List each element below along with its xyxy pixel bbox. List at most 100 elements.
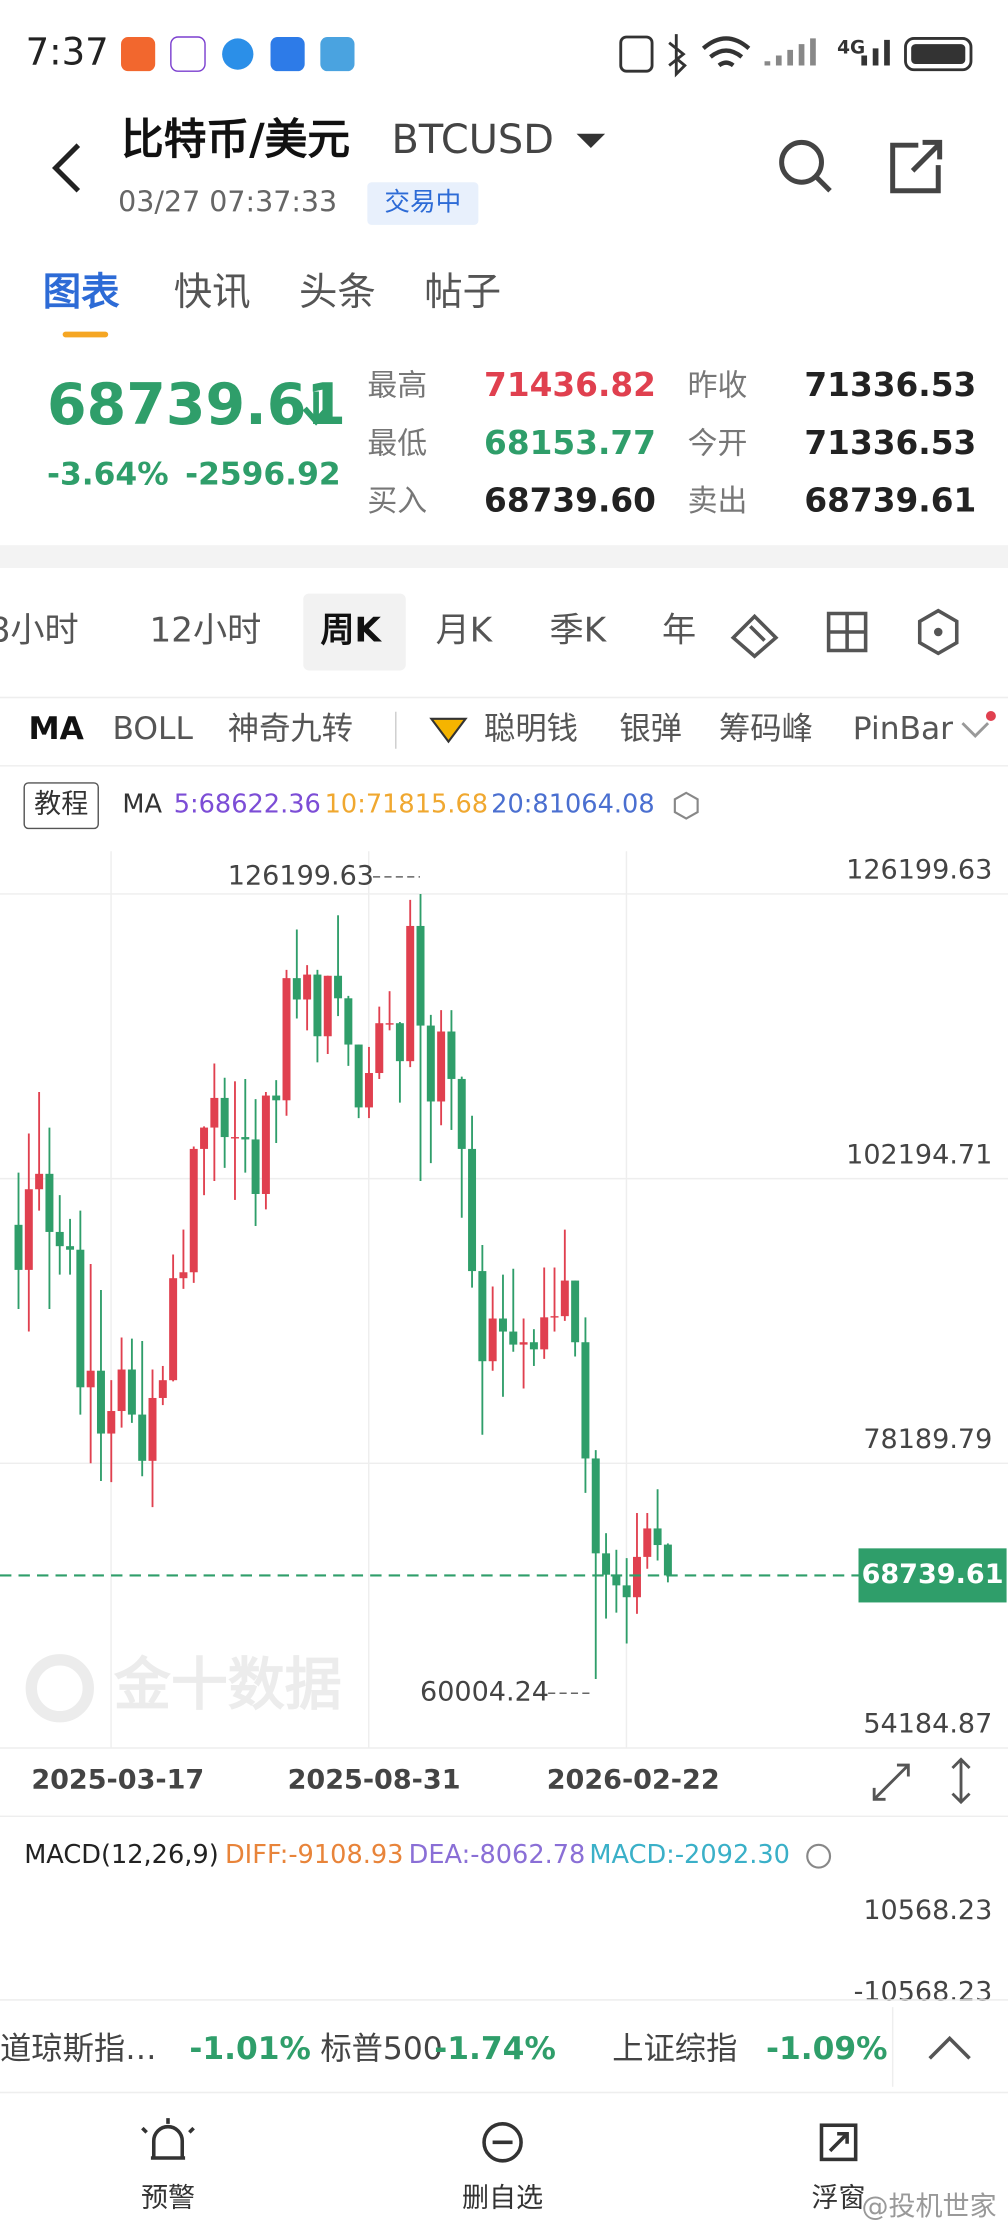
- y-tick-label: 54184.87: [863, 1709, 992, 1740]
- watermark-logo: [25, 1654, 94, 1723]
- search-icon: [814, 174, 832, 193]
- y-tick-label: 78189.79: [863, 1424, 992, 1455]
- tutorial-text: 教程: [34, 789, 88, 820]
- nav-label[interactable]: 删自选: [462, 2183, 543, 2214]
- macd-diff: DIFF:-9108.93: [225, 1840, 404, 1870]
- settings-button[interactable]: [917, 608, 959, 656]
- candle-body: [519, 1342, 528, 1345]
- status-badge: [367, 182, 479, 225]
- separator: [0, 545, 1008, 568]
- indicator[interactable]: 神奇九转: [228, 711, 353, 747]
- candle-body: [581, 1342, 590, 1459]
- stat-label: 买入: [367, 484, 427, 519]
- datetime: 03/27 07:37:33: [118, 186, 337, 219]
- ticker-name[interactable]: 上证综指: [612, 2031, 737, 2067]
- candle-body: [602, 1553, 611, 1575]
- share-button[interactable]: [890, 139, 943, 194]
- last-price-label: 68739.61: [862, 1559, 1004, 1590]
- down-arrow: [302, 391, 330, 426]
- macd-settings[interactable]: [806, 1843, 832, 1869]
- candle-body: [86, 1370, 95, 1388]
- period[interactable]: 周K: [320, 611, 382, 651]
- indicator[interactable]: MA: [28, 711, 84, 747]
- candle-body: [663, 1544, 672, 1576]
- symbol-dropdown[interactable]: [576, 133, 606, 149]
- ticker-name[interactable]: 标普500: [320, 2031, 442, 2067]
- candle-body: [591, 1458, 600, 1554]
- candle-body: [35, 1173, 44, 1190]
- layout-button[interactable]: [826, 611, 868, 653]
- candle-body: [498, 1318, 507, 1332]
- candle-body: [251, 1139, 260, 1194]
- float-icon: [819, 2123, 858, 2162]
- period[interactable]: 季K: [550, 611, 608, 651]
- stat-value: 71336.53: [804, 366, 976, 404]
- chart-scale[interactable]: [951, 1757, 971, 1805]
- tab-active[interactable]: 图表: [43, 270, 120, 315]
- period[interactable]: 月K: [436, 611, 494, 651]
- candle-body: [323, 975, 332, 1037]
- candle-body: [550, 1316, 559, 1318]
- stat-label: 最高: [367, 369, 427, 404]
- x-tick-label: 2025-08-31: [288, 1764, 461, 1795]
- candle-body: [653, 1528, 662, 1546]
- x-tick-label: 2025-03-17: [31, 1764, 204, 1795]
- ticker-name[interactable]: 道琼斯指…: [0, 2031, 157, 2067]
- candle-body: [437, 1031, 446, 1102]
- stat-value: 68739.60: [484, 481, 656, 519]
- candle-body: [210, 1097, 219, 1128]
- tab[interactable]: 帖子: [424, 270, 501, 315]
- ticker-change[interactable]: -1.09%: [766, 2031, 888, 2067]
- candle-body: [509, 1331, 518, 1345]
- indicator[interactable]: PinBar: [853, 711, 953, 747]
- macd-y-tick: 10568.23: [863, 1895, 992, 1926]
- tab[interactable]: 头条: [299, 270, 376, 315]
- nav-label[interactable]: 预警: [141, 2183, 195, 2214]
- period[interactable]: 8小时: [0, 611, 79, 651]
- candle-body: [66, 1246, 75, 1250]
- candle-body: [230, 1137, 239, 1139]
- indicator[interactable]: BOLL: [112, 711, 193, 747]
- x-tick-label: 2026-02-22: [547, 1764, 720, 1795]
- candle-body: [571, 1280, 580, 1343]
- chart-expand[interactable]: [872, 1763, 910, 1801]
- candle-body: [344, 998, 353, 1045]
- candle-body: [385, 1023, 394, 1025]
- candle-body: [272, 1095, 281, 1101]
- share-icon: [890, 142, 941, 194]
- back-button[interactable]: [52, 143, 81, 193]
- candle-body: [169, 1278, 178, 1381]
- app-icon: [270, 37, 305, 72]
- search-button[interactable]: [779, 139, 832, 193]
- candle-body: [76, 1249, 85, 1388]
- stat-label: 今开: [688, 426, 748, 461]
- indicator[interactable]: 银弹: [619, 711, 682, 747]
- change: -2596.92: [185, 456, 341, 492]
- candle-body: [189, 1148, 198, 1273]
- stat-value: 68739.61: [804, 481, 976, 519]
- candle-body: [529, 1342, 538, 1350]
- tab[interactable]: 快讯: [174, 270, 251, 315]
- period[interactable]: 年: [662, 611, 696, 651]
- macd-title: MACD(12,26,9): [24, 1840, 219, 1870]
- more-indicators[interactable]: [961, 722, 990, 738]
- ticker-change[interactable]: -1.01%: [189, 2031, 311, 2067]
- price: 68739.61: [47, 372, 346, 438]
- candle-body: [261, 1095, 270, 1194]
- stat-label: 最低: [367, 426, 427, 461]
- candle-body: [24, 1189, 33, 1270]
- nav-label[interactable]: 浮窗: [812, 2183, 866, 2214]
- ticker-change[interactable]: -1.74%: [434, 2031, 556, 2067]
- tutorial-button[interactable]: [23, 782, 99, 830]
- period[interactable]: 12小时: [149, 611, 261, 651]
- candle-body: [241, 1137, 250, 1140]
- candle-body: [622, 1585, 631, 1598]
- indicator[interactable]: 聪明钱: [484, 711, 578, 747]
- ticker-expand[interactable]: [928, 2035, 971, 2060]
- draw-tool-button[interactable]: [730, 613, 779, 659]
- scale-icon: [951, 1757, 971, 1805]
- ma-settings[interactable]: [673, 791, 699, 820]
- indicator[interactable]: 筹码峰: [719, 711, 813, 747]
- battery-level: [911, 44, 966, 65]
